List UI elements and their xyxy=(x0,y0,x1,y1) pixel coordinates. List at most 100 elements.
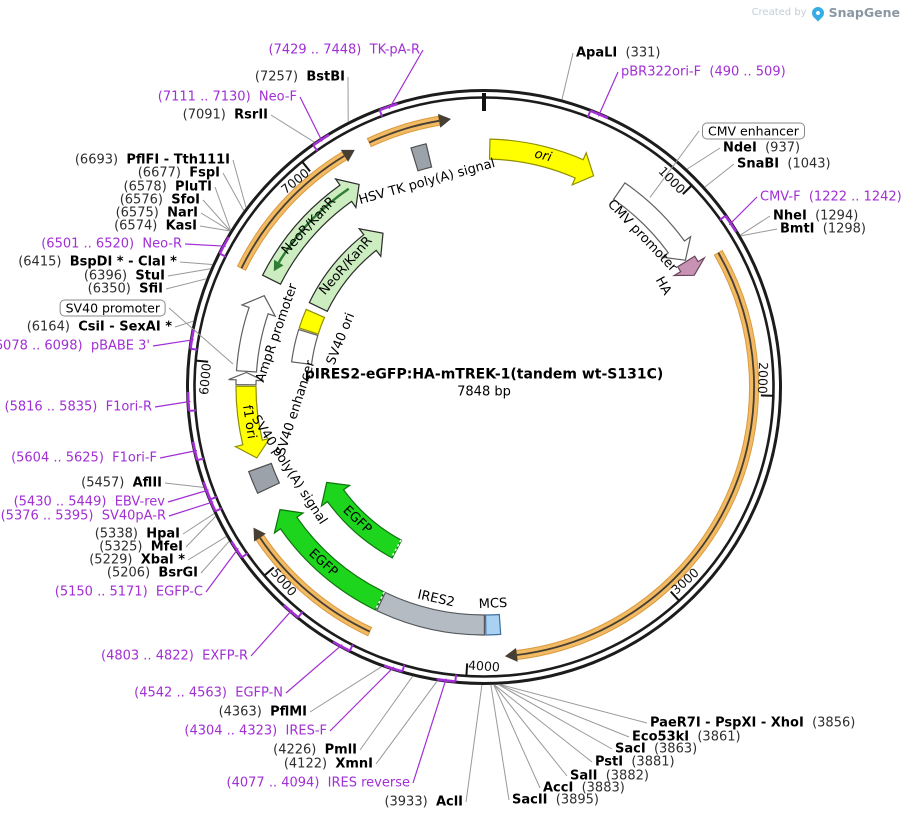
primer-label-neo-f[interactable]: (7111 .. 7130) Neo-F xyxy=(158,91,297,104)
site-position: (6574) xyxy=(114,218,158,234)
site-position: (3861) xyxy=(697,729,741,745)
feature-egfp-inner[interactable] xyxy=(320,481,403,559)
site-position: (6575) xyxy=(115,205,159,221)
primer-label-cmv-f[interactable]: CMV-F (1222 .. 1242) xyxy=(760,191,902,204)
enzyme-label-nhei[interactable]: NheI (1294) xyxy=(773,210,858,223)
site-position: (5430 .. 5449) xyxy=(13,494,107,510)
enzyme-label-snabi[interactable]: SnaBI (1043) xyxy=(737,158,831,171)
primer-mark-egfp-n[interactable] xyxy=(332,640,351,652)
enzyme-label-ndei[interactable]: NdeI (937) xyxy=(723,142,800,155)
plasmid-name: pIRES2-eGFP:HA-mTREK-1(tandem wt-S131C) xyxy=(304,366,664,383)
enzyme-label-apali[interactable]: ApaLI (331) xyxy=(576,47,661,60)
enzyme-label-nari[interactable]: (6575) NarI xyxy=(116,207,198,220)
site-name: SfoI xyxy=(171,192,200,208)
feature-sv40-enhancer[interactable] xyxy=(290,328,319,366)
enzyme-label-rsrii[interactable]: (7091) RsrII xyxy=(183,109,268,122)
feature-ori[interactable] xyxy=(488,138,595,187)
leader-sfoi xyxy=(202,199,231,231)
enzyme-label-psti[interactable]: PstI (3881) xyxy=(595,756,675,769)
primer-label-ebv-rev[interactable]: (5430 .. 5449) EBV-rev xyxy=(14,496,165,509)
leader-apali xyxy=(561,52,574,100)
enzyme-label-sfii[interactable]: (6350) SfiI xyxy=(88,283,163,296)
enzyme-label-bstbi[interactable]: (7257) BstBI xyxy=(255,71,345,84)
feature-neor-kanr-inner[interactable] xyxy=(308,227,384,313)
site-position: (6693) xyxy=(74,152,119,168)
feature-hsv-tk-polya-signal[interactable] xyxy=(410,143,433,172)
leader-exfp-r xyxy=(250,609,293,657)
feature-ires2[interactable] xyxy=(375,591,485,636)
enzyme-label-kasi[interactable]: (6574) KasI xyxy=(114,220,197,233)
feature-sv40-polya-signal[interactable] xyxy=(247,462,281,494)
primer-mark-pbr322ori-f[interactable] xyxy=(589,109,609,120)
enzyme-label-acci[interactable]: AccI (3883) xyxy=(543,782,625,795)
primer-label-ires-reverse[interactable]: (4077 .. 4094) IRES reverse xyxy=(227,777,410,790)
site-name: SfiI xyxy=(139,281,163,297)
primer-mark-egfp-c[interactable] xyxy=(230,540,243,559)
enzyme-label-paer7i-pspxi-xhoi[interactable]: PaeR7I - PspXI - XhoI (3856) xyxy=(650,717,855,730)
primer-label-f1ori-r[interactable]: (5816 .. 5835) F1ori-R xyxy=(5,401,153,414)
feature-ha-tag[interactable] xyxy=(671,255,707,277)
primer-mark-exfp-r[interactable] xyxy=(282,604,299,619)
enzyme-label-stui[interactable]: (6396) StuI xyxy=(84,270,165,283)
site-position: (7429 .. 7448) xyxy=(268,42,362,58)
enzyme-label-acli[interactable]: (3933) AclI xyxy=(384,796,463,809)
gene-arc-4[interactable] xyxy=(255,534,373,637)
leader-lines-layer xyxy=(152,49,778,803)
feature-f1-ori[interactable] xyxy=(233,385,271,459)
enzyme-label-pflmi[interactable]: (4363) PflMI xyxy=(219,706,307,719)
primer-mark-foot-f1ori-r xyxy=(188,409,197,412)
primer-label-pbabe-3[interactable]: (6078 .. 6098) pBABE 3' xyxy=(0,340,150,353)
feature-egfp-outer[interactable] xyxy=(273,508,386,611)
primer-label-f1ori-f[interactable]: (5604 .. 5625) F1ori-F xyxy=(11,452,157,465)
primer-label-egfp-c[interactable]: (5150 .. 5171) EGFP-C xyxy=(55,586,203,599)
enzyme-label-sacii[interactable]: SacII (3895) xyxy=(512,794,599,807)
feature-cmv-promoter[interactable] xyxy=(612,182,692,261)
primer-label-tk-pa-r[interactable]: (7429 .. 7448) TK-pA-R xyxy=(269,44,420,57)
enzyme-label-fspi[interactable]: (6677) FspI xyxy=(138,167,220,180)
site-position: (1043) xyxy=(787,156,831,172)
gene-arc-2[interactable] xyxy=(366,115,441,148)
enzyme-label-pluti[interactable]: (6578) PluTI xyxy=(124,181,212,194)
enzyme-label-saci[interactable]: SacI (3863) xyxy=(615,743,697,756)
primer-label-neo-r[interactable]: (6501 .. 6520) Neo-R xyxy=(41,238,182,251)
enzyme-label-csii-sexai[interactable]: (6164) CsiI - SexAI * xyxy=(27,321,172,334)
boxed-label-cmv-enhancer[interactable]: CMV enhancer xyxy=(702,122,805,140)
primer-label-pbr322ori-f[interactable]: pBR322ori-F (490 .. 509) xyxy=(621,66,786,79)
gene-arc-3[interactable] xyxy=(515,249,760,661)
enzyme-label-hpai[interactable]: (5338) HpaI xyxy=(95,528,180,541)
primer-label-sv40pa-r[interactable]: (5376 .. 5395) SV40pA-R xyxy=(1,510,166,523)
neor-kanr-reverse-arrow[interactable] xyxy=(277,187,350,264)
enzyme-label-mfei[interactable]: (5325) MfeI xyxy=(99,541,183,554)
site-name: SV40pA-R xyxy=(101,508,166,524)
enzyme-label-sali[interactable]: SalI (3882) xyxy=(570,770,649,783)
enzyme-label-xmni[interactable]: (4122) XmnI xyxy=(284,758,373,771)
primer-label-exfp-r[interactable]: (4803 .. 4822) EXFP-R xyxy=(101,650,248,663)
primer-mark-pbabe-3[interactable] xyxy=(189,329,195,349)
feature-ampr-promoter[interactable] xyxy=(228,371,264,386)
gene-arc-line-4 xyxy=(259,537,371,633)
gene-arc-arrowhead-3 xyxy=(504,648,518,662)
enzyme-label-xbai[interactable]: (5229) XbaI * xyxy=(89,554,185,567)
primer-mark-foot-egfp-c xyxy=(241,552,249,559)
primer-mark-sv40pa-r[interactable] xyxy=(206,493,217,512)
leader-sfii xyxy=(165,278,207,290)
enzyme-label-eco53ki[interactable]: Eco53kI (3861) xyxy=(632,731,741,744)
primer-label-ires-f[interactable]: (4304 .. 4323) IRES-F xyxy=(184,725,327,738)
enzyme-label-pmli[interactable]: (4226) PmlI xyxy=(273,744,357,757)
site-name: NdeI xyxy=(723,140,757,156)
enzyme-label-bsrgi[interactable]: (5206) BsrGI xyxy=(107,567,198,580)
primer-mark-f1ori-r[interactable] xyxy=(186,391,191,412)
enzyme-label-bmti[interactable]: BmtI (1298) xyxy=(780,223,866,236)
primer-label-egfp-n[interactable]: (4542 .. 4563) EGFP-N xyxy=(134,687,283,700)
enzyme-label-sfoi[interactable]: (6576) SfoI xyxy=(120,194,200,207)
gene-arc-line-2 xyxy=(368,119,440,144)
enzyme-label-bspdi-clai[interactable]: (6415) BspDI * - ClaI * xyxy=(18,256,177,269)
enzyme-label-aflii[interactable]: (5457) AflII xyxy=(81,477,162,490)
feature-sv40-promoter[interactable] xyxy=(235,294,277,373)
feature-sv40-ori[interactable] xyxy=(298,308,326,335)
enzyme-label-pflfi-tth111i[interactable]: (6693) PflFI - Tth111I xyxy=(75,154,230,167)
boxed-label-sv40-promoter[interactable]: SV40 promoter xyxy=(59,299,166,317)
neor-kanr-reverse-arrowhead xyxy=(273,259,284,272)
feature-neor-kanr-outer[interactable] xyxy=(261,178,360,286)
feature-mcs[interactable] xyxy=(484,613,502,636)
